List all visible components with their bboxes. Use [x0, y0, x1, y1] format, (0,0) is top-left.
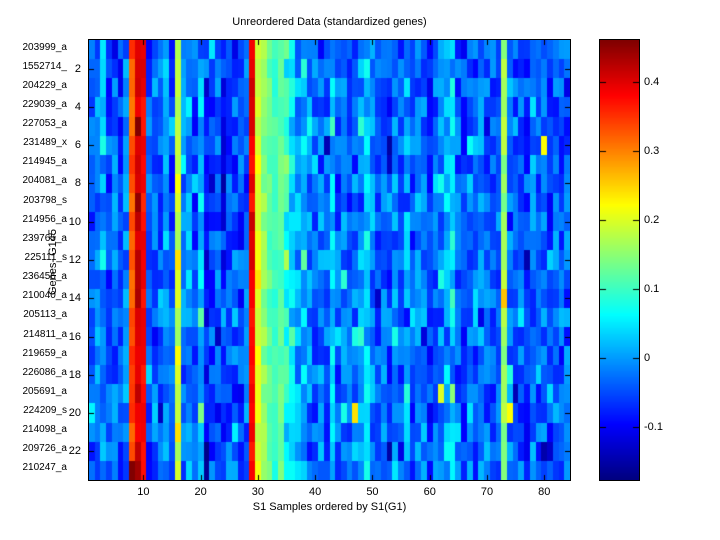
y-tick-label: 10: [68, 215, 81, 228]
gene-label: 214098_a: [22, 424, 68, 436]
colorbar-tick-label: 0.2: [644, 214, 660, 226]
y-axis-label: Genes- G145: [47, 228, 59, 296]
y-tick-label: 14: [68, 292, 81, 305]
x-tick-label: 40: [309, 486, 322, 498]
gene-label: 229039_a: [22, 98, 68, 110]
x-tick-label: 60: [423, 486, 436, 498]
gene-label: 227053_a: [22, 118, 68, 130]
gene-label: 231489_x: [23, 137, 67, 149]
gene-label: 214956_a: [22, 213, 68, 225]
gene-label: 210247_a: [22, 462, 68, 474]
gene-label: 236456_a: [22, 271, 68, 283]
x-tick-label: 70: [480, 486, 494, 498]
gene-label: 205691_a: [22, 385, 68, 397]
x-tick-label: 20: [194, 486, 207, 498]
gene-label: 214945_a: [22, 156, 68, 168]
gene-label: 204229_a: [22, 79, 68, 91]
y-tick-label: 18: [68, 368, 81, 381]
x-tick-label: 50: [366, 486, 379, 498]
gene-label: 1552714_: [22, 60, 68, 72]
x-tick-label: 10: [137, 486, 150, 498]
gene-label: 209726_a: [22, 443, 68, 455]
y-tick-label: 12: [68, 254, 81, 266]
x-axis-label: S1 Samples ordered by S1(G1): [252, 501, 407, 513]
y-tick-label: 6: [74, 139, 81, 152]
colorbar-canvas: [599, 39, 640, 481]
y-tick-label: 8: [74, 177, 81, 190]
heatmap-canvas: [88, 39, 571, 481]
colorbar-tick-label: -0.1: [644, 420, 663, 433]
gene-label: 205113_a: [23, 309, 67, 321]
gene-label: 203798_s: [23, 194, 67, 206]
x-tick-label: 30: [251, 486, 265, 498]
y-tick-label: 20: [68, 407, 81, 420]
y-tick-label: 16: [68, 330, 81, 343]
gene-label: 214811_a: [23, 328, 67, 340]
colorbar-tick-label: 0.1: [644, 282, 660, 295]
colorbar-tick-label: 0.3: [644, 145, 660, 158]
gene-label: 239765_a: [22, 232, 68, 244]
gene-label: 225111_s: [24, 252, 67, 263]
y-tick-label: 2: [74, 62, 81, 75]
gene-label: 203999_a: [22, 41, 68, 53]
gene-label: 210040_a: [22, 290, 68, 302]
x-tick-label: 80: [538, 486, 551, 498]
gene-label: 226086_a: [22, 366, 68, 378]
gene-label: 219659_a: [22, 347, 68, 359]
y-tick-label: 22: [68, 445, 81, 458]
chart-title: Unreordered Data (standardized genes): [232, 16, 427, 28]
gene-label: 224209_s: [23, 405, 67, 417]
colorbar-tick-label: 0.4: [644, 76, 660, 89]
gene-label: 204081_a: [22, 175, 68, 187]
colorbar-tick-label: 0: [644, 351, 651, 364]
y-tick-label: 4: [74, 100, 81, 113]
